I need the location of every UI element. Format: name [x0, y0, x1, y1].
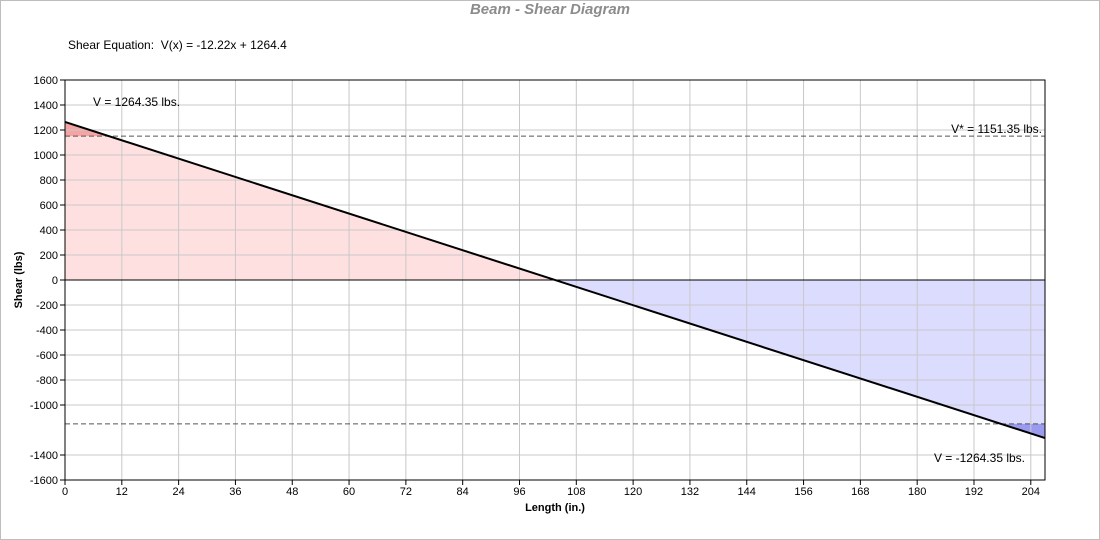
y-tick-label: -800 — [36, 375, 58, 387]
x-tick-label: 12 — [116, 486, 128, 498]
y-tick-label: 1000 — [34, 150, 58, 162]
y-tick-label: -600 — [36, 350, 58, 362]
x-tick-label: 72 — [400, 486, 412, 498]
reference-line-label: V* = 1151.35 lbs. — [951, 122, 1042, 136]
y-tick-label: -200 — [36, 300, 58, 312]
x-tick-label: 180 — [908, 486, 926, 498]
x-tick-label: 204 — [1022, 486, 1040, 498]
x-tick-label: 84 — [457, 486, 469, 498]
y-tick-label: 0 — [52, 275, 58, 287]
x-tick-label: 48 — [286, 486, 298, 498]
y-tick-label: -1000 — [30, 400, 58, 412]
x-tick-label: 144 — [738, 486, 756, 498]
x-tick-label: 108 — [567, 486, 585, 498]
x-tick-label: 120 — [624, 486, 642, 498]
y-tick-label: -1600 — [30, 475, 58, 487]
y-tick-label: 1400 — [34, 100, 58, 112]
shear-equation-label: Shear Equation: — [68, 38, 155, 52]
x-tick-label: 132 — [681, 486, 699, 498]
y-tick-label: -1400 — [30, 450, 58, 462]
x-tick-label: 96 — [513, 486, 525, 498]
y-tick-label: 400 — [40, 225, 58, 237]
shear-equation-value: V(x) = -12.22x + 1264.4 — [160, 38, 287, 52]
shear-equation: Shear Equation: V(x) = -12.22x + 1264.4 — [68, 38, 287, 52]
y-tick-label: 800 — [40, 175, 58, 187]
y-tick-label: 200 — [40, 250, 58, 262]
y-tick-label: 600 — [40, 200, 58, 212]
y-tick-label: 1200 — [34, 125, 58, 137]
y-tick-label: 1600 — [34, 75, 58, 87]
x-tick-label: 36 — [229, 486, 241, 498]
end-shear-annotation: V = -1264.35 lbs. — [934, 451, 1025, 465]
x-tick-label: 192 — [965, 486, 983, 498]
x-tick-label: 156 — [794, 486, 812, 498]
y-tick-label: -400 — [36, 325, 58, 337]
x-tick-label: 60 — [343, 486, 355, 498]
x-tick-label: 24 — [172, 486, 184, 498]
chart-title: Beam - Shear Diagram — [469, 1, 631, 18]
x-axis-label: Length (in.) — [525, 502, 585, 514]
x-tick-label: 168 — [851, 486, 869, 498]
x-tick-label: 0 — [62, 486, 68, 498]
start-shear-annotation: V = 1264.35 lbs. — [93, 95, 180, 109]
